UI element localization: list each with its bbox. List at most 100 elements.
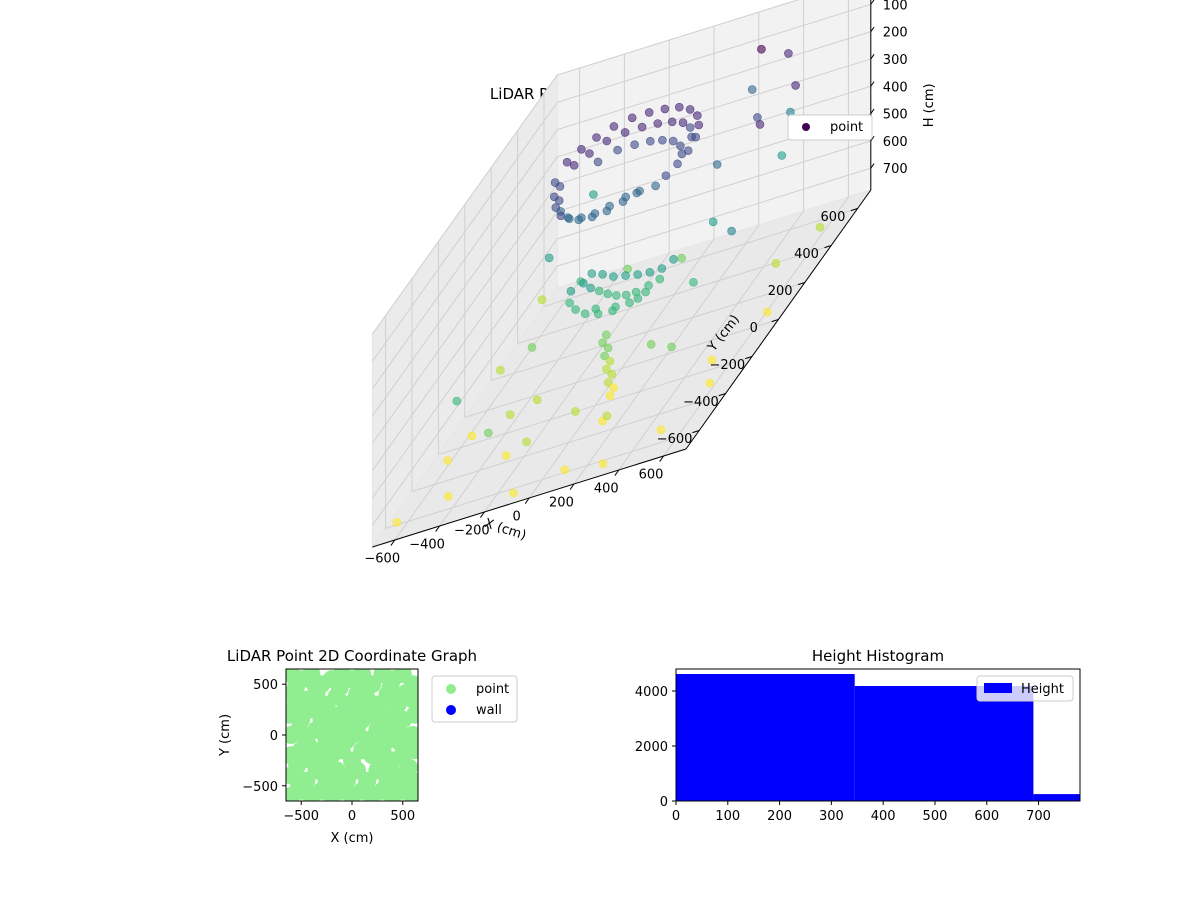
legend-2d-wall-swatch	[446, 705, 456, 715]
x-tick-label-2d: −500	[283, 809, 319, 824]
scatter-point-3d	[694, 120, 704, 130]
scatter-point-3d	[593, 157, 603, 167]
grid-line-z	[557, 167, 871, 267]
scatter-point-3d	[669, 254, 678, 264]
z-tick-3d	[870, 0, 875, 5]
y-tick-label-3d: 0	[750, 321, 758, 336]
scatter-point-3d	[747, 85, 757, 94]
z-tick-label-3d: 300	[883, 53, 908, 68]
scatter-point-3d	[607, 370, 617, 379]
scatter-point-3d	[592, 133, 601, 142]
histogram-bar	[1033, 794, 1080, 801]
scatter-point-3d	[609, 122, 619, 131]
scatter-point-3d	[621, 271, 630, 280]
scatter-point-2d	[371, 703, 390, 722]
y-tick-label-3d: −600	[657, 432, 693, 447]
y-tick-label-3d: −200	[710, 358, 746, 373]
ticks-hist: 0 100 200 300 400 500 600 700 0 2000 4000	[635, 685, 1051, 824]
scatter-point-3d	[603, 343, 613, 353]
scatter-point-3d	[777, 151, 787, 160]
y-tick-3d	[745, 356, 753, 360]
scatter-point-3d	[678, 118, 688, 127]
scatter-point-3d	[602, 411, 612, 421]
scatter-point-3d	[621, 290, 631, 300]
legend-3d-point-label: point	[830, 120, 863, 135]
chart-2d-xlabel: X (cm)	[331, 831, 374, 846]
scatter-point-3d	[784, 49, 793, 58]
x-tick-label-3d: −200	[454, 524, 490, 539]
scatter-point-3d	[484, 428, 493, 438]
scatter-point-2d	[351, 687, 370, 706]
scatter-point-3d	[685, 105, 695, 114]
y-tick-label-3d: 400	[794, 247, 819, 262]
x-tick-label-hist: 300	[819, 809, 844, 824]
z-tick-3d	[870, 163, 875, 169]
scatter-point-3d	[655, 274, 665, 284]
y-tick-label-hist: 4000	[635, 685, 668, 700]
x-tick-3d	[614, 469, 620, 476]
axes-3d: −600 −400 −200 0 200 400 600 −600 −400 −200 0 200 40…	[364, 0, 908, 567]
scatter-point-3d	[452, 396, 462, 406]
grid-line-y	[491, 282, 805, 381]
scatter-point-3d	[549, 192, 559, 202]
y-tick-3d	[771, 319, 779, 323]
scatter-point-2d	[356, 673, 375, 692]
scatter-point-3d	[532, 395, 542, 405]
x-tick-label-hist: 400	[871, 809, 896, 824]
chart-3d-zlabel: H (cm)	[922, 83, 937, 127]
grid-line-z	[371, 129, 558, 389]
scatter-point-3d	[593, 309, 603, 319]
scatter-point-3d	[692, 111, 702, 120]
y-tick-3d	[850, 208, 858, 212]
y-tick-label-3d: 600	[821, 210, 846, 225]
grid-line-z	[371, 102, 558, 362]
scatter-point-3d	[605, 391, 615, 401]
legend-hist-label: Height	[1021, 682, 1064, 697]
scatter-point-3d	[509, 488, 518, 498]
x-tick-label-3d: −400	[409, 538, 445, 553]
scatter-point-3d	[685, 123, 695, 132]
x-tick-3d	[435, 525, 441, 532]
scatter-point-3d	[537, 295, 547, 305]
x-tick-label-3d: 600	[639, 468, 664, 483]
z-tick-label-3d: 600	[883, 135, 908, 150]
scatter-point-3d	[601, 330, 611, 340]
scatter-point-3d	[762, 307, 772, 317]
scatter-point-3d	[621, 192, 631, 202]
z-tick-3d	[870, 81, 875, 87]
scatter-point-3d	[605, 201, 614, 211]
scatter-point-3d	[501, 451, 511, 460]
scatter-point-2d	[389, 778, 408, 797]
scatter-point-3d	[791, 81, 800, 90]
scatter-point-2d	[324, 734, 343, 753]
y-tick-label-hist: 0	[660, 795, 668, 810]
chart-3d-scatter: LiDAR Point 3D Coordinate Graph −600−400…	[364, 0, 937, 567]
scatter-point-3d	[565, 298, 575, 308]
chart-2d-title: LiDAR Point 2D Coordinate Graph	[227, 647, 477, 665]
scatter-point-2d	[286, 697, 305, 716]
x-tick-label-hist: 200	[767, 809, 792, 824]
scatter-point-3d	[727, 226, 736, 236]
scatter-point-2d	[365, 728, 384, 746]
scatter-point-3d	[656, 425, 666, 435]
scatter-point-3d	[668, 136, 678, 146]
scatter-point-3d	[544, 253, 554, 263]
chart-2d-ylabel: Y (cm)	[218, 714, 233, 757]
scatter-point-2d	[345, 758, 363, 777]
scatter-point-3d	[635, 186, 644, 196]
scatter-point-3d	[771, 258, 781, 268]
scatter-point-3d	[609, 272, 618, 281]
z-tick-3d	[870, 26, 875, 32]
scatter-point-3d	[674, 102, 684, 112]
scatter-point-2d	[288, 756, 307, 775]
scatter-point-3d	[667, 117, 677, 127]
legend-hist-swatch	[984, 683, 1012, 693]
scatter-point-3d	[443, 491, 453, 501]
histogram-bars	[676, 674, 1080, 801]
scatter-point-2d	[391, 734, 410, 753]
scatter-point-3d	[630, 140, 639, 149]
scatter-point-3d	[645, 267, 655, 277]
scatter-point-3d	[625, 298, 634, 308]
scatter-point-3d	[600, 351, 609, 361]
scatter-point-3d	[580, 309, 590, 319]
